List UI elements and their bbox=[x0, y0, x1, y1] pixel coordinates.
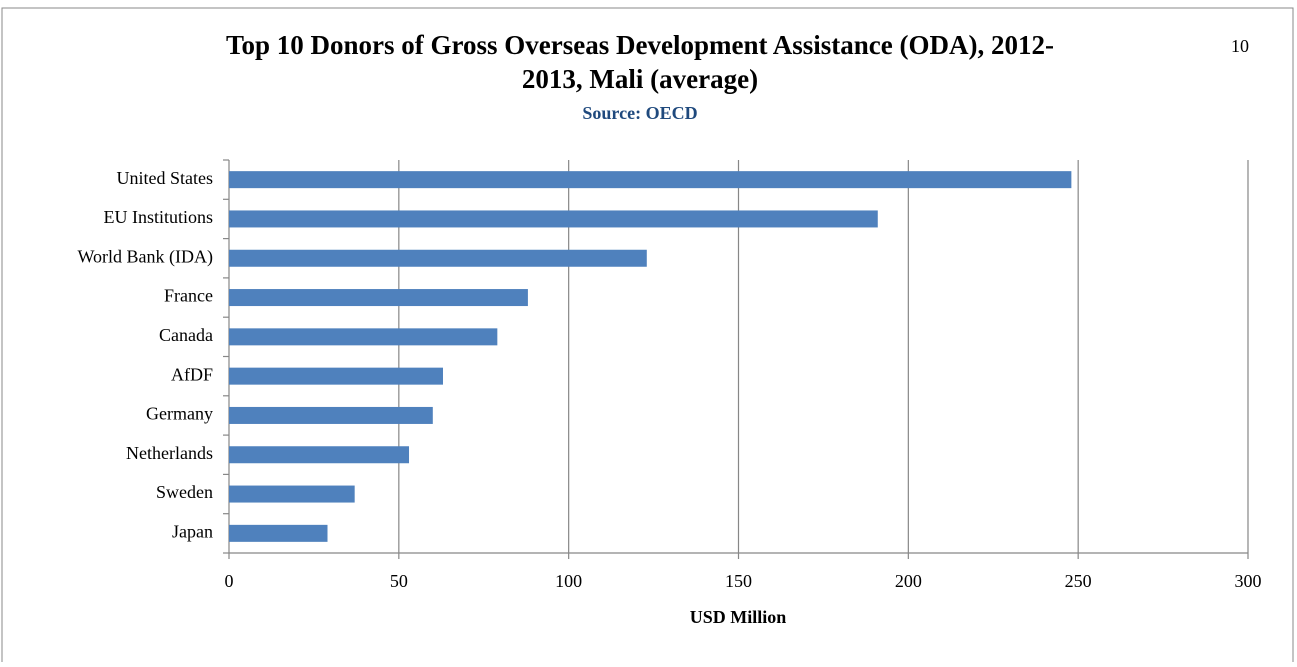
bar bbox=[229, 406, 433, 424]
y-tick-label: Canada bbox=[159, 325, 213, 345]
y-tick-label: Sweden bbox=[156, 482, 213, 502]
page-number: 10 bbox=[1231, 36, 1249, 56]
y-tick-label: EU Institutions bbox=[103, 207, 213, 227]
y-tick-label: Japan bbox=[172, 521, 213, 541]
x-tick-label: 50 bbox=[390, 571, 408, 591]
y-tick-label: France bbox=[164, 286, 213, 306]
x-tick-label: 250 bbox=[1065, 571, 1092, 591]
chart-title: 2013, Mali (average) bbox=[522, 64, 758, 94]
bar bbox=[229, 249, 647, 267]
bar bbox=[229, 289, 528, 307]
x-tick-label: 0 bbox=[225, 571, 234, 591]
bar bbox=[229, 171, 1072, 189]
y-tick-label: Germany bbox=[146, 404, 213, 424]
x-axis-label: USD Million bbox=[690, 607, 787, 627]
chart-subtitle: Source: OECD bbox=[582, 103, 697, 123]
y-tick-label: Netherlands bbox=[126, 443, 213, 463]
y-tick-label: World Bank (IDA) bbox=[77, 246, 213, 267]
x-tick-label: 200 bbox=[895, 571, 922, 591]
y-tick-label: United States bbox=[117, 168, 214, 188]
y-tick-label: AfDF bbox=[171, 364, 213, 384]
chart-title: Top 10 Donors of Gross Overseas Developm… bbox=[226, 30, 1054, 60]
bar bbox=[229, 485, 355, 503]
bar bbox=[229, 328, 498, 346]
bar bbox=[229, 446, 410, 464]
bar bbox=[229, 367, 443, 385]
x-tick-label: 150 bbox=[725, 571, 752, 591]
chart-frame bbox=[1, 7, 1294, 667]
x-tick-label: 300 bbox=[1235, 571, 1262, 591]
bar bbox=[229, 210, 878, 228]
bar bbox=[229, 524, 328, 542]
x-tick-label: 100 bbox=[555, 571, 582, 591]
